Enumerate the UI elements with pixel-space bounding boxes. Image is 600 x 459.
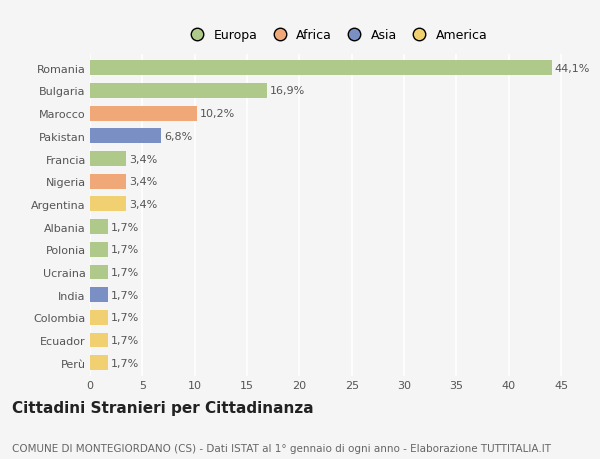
Legend: Europa, Africa, Asia, America: Europa, Africa, Asia, America bbox=[179, 24, 493, 47]
Bar bbox=[90, 106, 197, 121]
Text: 6,8%: 6,8% bbox=[164, 132, 193, 141]
Text: 44,1%: 44,1% bbox=[555, 64, 590, 73]
Text: COMUNE DI MONTEGIORDANO (CS) - Dati ISTAT al 1° gennaio di ogni anno - Elaborazi: COMUNE DI MONTEGIORDANO (CS) - Dati ISTA… bbox=[12, 443, 551, 453]
Text: 10,2%: 10,2% bbox=[200, 109, 235, 119]
Bar bbox=[90, 197, 125, 212]
Bar bbox=[90, 333, 108, 347]
Text: 1,7%: 1,7% bbox=[111, 245, 139, 255]
Bar bbox=[90, 288, 108, 302]
Bar bbox=[90, 310, 108, 325]
Text: 3,4%: 3,4% bbox=[129, 199, 157, 209]
Text: Cittadini Stranieri per Cittadinanza: Cittadini Stranieri per Cittadinanza bbox=[12, 400, 314, 415]
Bar bbox=[90, 152, 125, 167]
Bar bbox=[90, 62, 551, 76]
Text: 1,7%: 1,7% bbox=[111, 267, 139, 277]
Bar bbox=[90, 174, 125, 189]
Bar bbox=[90, 265, 108, 280]
Text: 1,7%: 1,7% bbox=[111, 290, 139, 300]
Text: 3,4%: 3,4% bbox=[129, 177, 157, 187]
Bar bbox=[90, 242, 108, 257]
Bar bbox=[90, 129, 161, 144]
Text: 1,7%: 1,7% bbox=[111, 222, 139, 232]
Bar bbox=[90, 84, 267, 99]
Text: 1,7%: 1,7% bbox=[111, 313, 139, 323]
Text: 1,7%: 1,7% bbox=[111, 335, 139, 345]
Text: 3,4%: 3,4% bbox=[129, 154, 157, 164]
Bar bbox=[90, 220, 108, 235]
Text: 16,9%: 16,9% bbox=[270, 86, 305, 96]
Text: 1,7%: 1,7% bbox=[111, 358, 139, 368]
Bar bbox=[90, 355, 108, 370]
